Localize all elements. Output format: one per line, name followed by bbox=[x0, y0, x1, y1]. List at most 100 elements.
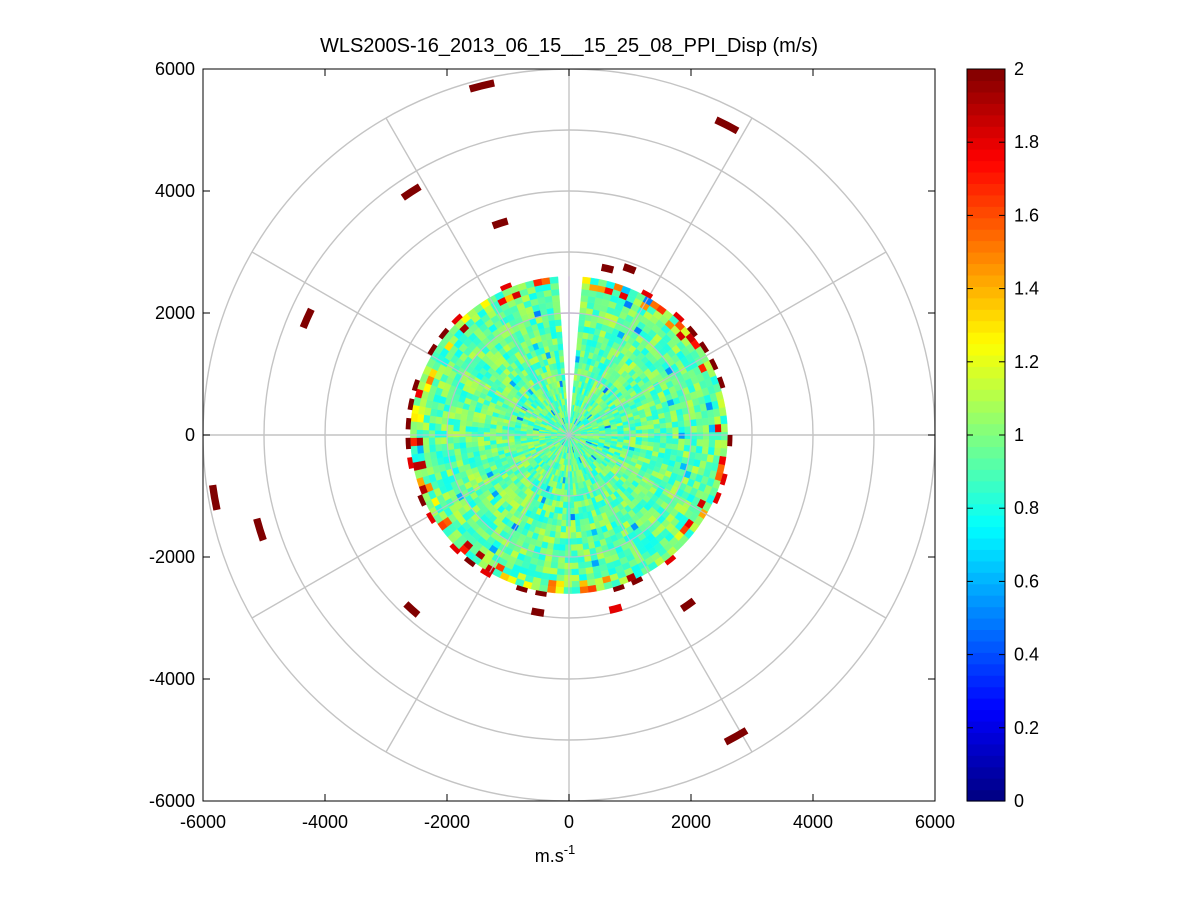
scan-cell bbox=[708, 424, 716, 433]
scan-cell bbox=[416, 413, 425, 423]
scan-cell bbox=[434, 443, 443, 452]
scan-rim-cell bbox=[499, 282, 513, 292]
scan-cell bbox=[446, 430, 454, 438]
colorbar-tick-label: 1.6 bbox=[1014, 205, 1039, 225]
scan-cell bbox=[715, 432, 722, 441]
scan-cell bbox=[554, 319, 562, 327]
scan-cell bbox=[660, 433, 667, 439]
scan-cell bbox=[483, 431, 490, 437]
scan-cell bbox=[465, 425, 472, 432]
scan-rim-cell bbox=[411, 379, 420, 392]
scan-cell bbox=[561, 513, 567, 521]
colorbar-band bbox=[967, 217, 1005, 230]
y-tick-label: -6000 bbox=[149, 791, 195, 811]
scan-rim-cell bbox=[535, 590, 547, 597]
scan-cell bbox=[678, 426, 686, 434]
scan-cell bbox=[446, 424, 454, 432]
scan-cell bbox=[551, 337, 559, 346]
scan-cell bbox=[647, 428, 655, 434]
scan-cell bbox=[718, 407, 727, 417]
scan-cell bbox=[658, 417, 667, 425]
scan-cell bbox=[570, 513, 576, 521]
scan-cell bbox=[678, 432, 686, 440]
scan-cell bbox=[578, 580, 588, 588]
scan-cell bbox=[635, 425, 643, 431]
colorbar-band bbox=[967, 675, 1005, 688]
scan-cell bbox=[696, 439, 704, 447]
scan-rim-cell bbox=[664, 554, 677, 566]
colorbar-band bbox=[967, 663, 1005, 676]
scan-cell bbox=[553, 537, 561, 545]
colorbar-ticks: 0 0.2 0.4 0.6 0.8 1 1.2 1.4 1.6 1.8 2 bbox=[967, 59, 1039, 811]
scan-cell bbox=[434, 423, 442, 431]
polar-grid-overlay bbox=[410, 276, 728, 594]
colorbar-band bbox=[967, 194, 1005, 207]
scan-cell bbox=[561, 507, 567, 515]
scan-cell bbox=[459, 419, 467, 427]
scan-cell bbox=[672, 432, 679, 440]
scan-rim-cell bbox=[686, 325, 698, 338]
scan-cell bbox=[702, 432, 710, 441]
scan-cell bbox=[565, 520, 571, 527]
scan-cell bbox=[501, 435, 509, 440]
scan-cell bbox=[570, 550, 578, 558]
scan-cell bbox=[465, 431, 472, 438]
scan-cell bbox=[576, 537, 583, 545]
scan-cell bbox=[571, 562, 579, 570]
scan-cell bbox=[684, 426, 692, 434]
scan-cell bbox=[422, 429, 429, 438]
colorbar-band bbox=[967, 743, 1005, 756]
scan-cell bbox=[713, 447, 722, 457]
scan-rim-cell bbox=[630, 576, 644, 586]
colorbar-band bbox=[967, 286, 1005, 299]
scan-rim-cell bbox=[438, 327, 450, 340]
colorbar-band bbox=[967, 412, 1005, 425]
scan-cell bbox=[570, 544, 578, 552]
scan-cell bbox=[696, 432, 704, 440]
scan-cell bbox=[428, 422, 436, 431]
scan-cell bbox=[547, 579, 557, 588]
scan-cell bbox=[559, 532, 566, 539]
colorbar-band bbox=[967, 80, 1005, 93]
colorbar-band bbox=[967, 229, 1005, 242]
scan-cell bbox=[670, 415, 679, 423]
sparse-return bbox=[468, 79, 495, 93]
scan-cell bbox=[566, 501, 571, 509]
scan-rim-cell bbox=[712, 491, 722, 505]
scan-cell bbox=[440, 423, 448, 431]
colorbar-band bbox=[967, 549, 1005, 562]
x-tick-label: -2000 bbox=[424, 812, 470, 832]
scan-cell bbox=[566, 507, 571, 515]
scan-rim-cell bbox=[426, 511, 436, 525]
scan-cell bbox=[599, 432, 606, 435]
colorbar-band bbox=[967, 492, 1005, 505]
sparse-return bbox=[679, 597, 697, 613]
colorbar-band bbox=[967, 469, 1005, 482]
scan-cell bbox=[570, 556, 579, 564]
colorbar-band bbox=[967, 252, 1005, 265]
scan-cell bbox=[702, 439, 710, 448]
scan-cell bbox=[575, 531, 582, 539]
scan-cell bbox=[550, 288, 560, 296]
scan-cell bbox=[411, 453, 420, 463]
scan-cell bbox=[495, 432, 503, 437]
scan-cell bbox=[579, 524, 587, 533]
scan-cell bbox=[422, 422, 430, 431]
scan-cell bbox=[520, 435, 527, 439]
scan-rim-cell bbox=[612, 584, 625, 593]
polar-spoke-overlay bbox=[489, 434, 570, 573]
scan-cell bbox=[555, 580, 565, 588]
scan-cell bbox=[701, 417, 710, 426]
scan-cell bbox=[559, 355, 565, 363]
x-tick-label: 2000 bbox=[671, 812, 711, 832]
scan-cell bbox=[582, 276, 592, 285]
scan-cell bbox=[558, 550, 566, 558]
polar-spoke-overlay bbox=[568, 297, 649, 436]
scan-cell bbox=[573, 501, 579, 509]
scan-cell bbox=[440, 436, 448, 445]
scan-cell bbox=[410, 412, 419, 422]
sparse-return bbox=[600, 263, 615, 274]
sparse-return bbox=[299, 307, 315, 329]
scan-rim-cell bbox=[479, 568, 493, 578]
